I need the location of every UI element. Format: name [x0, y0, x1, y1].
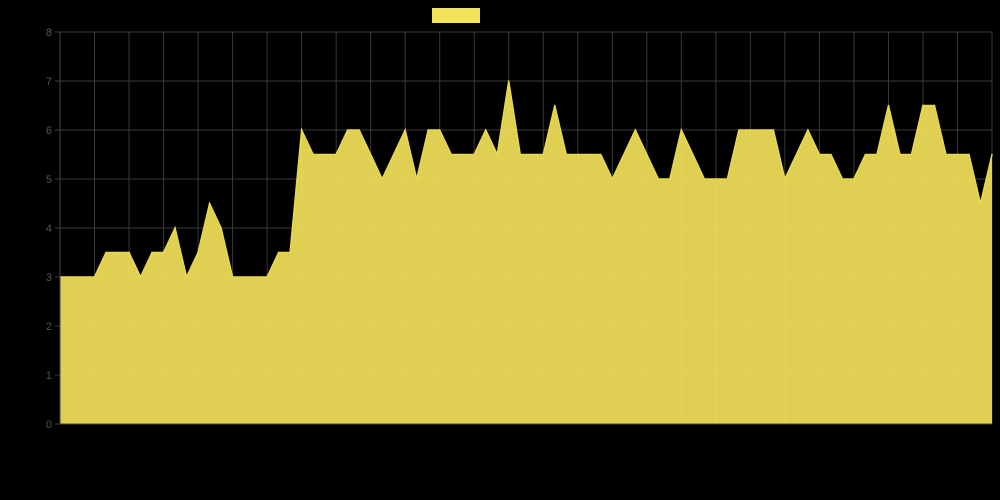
- data-point: [703, 178, 706, 180]
- data-point: [427, 129, 429, 131]
- y-tick-label: 3: [46, 272, 52, 284]
- data-point: [669, 178, 671, 180]
- legend-swatch: [432, 8, 480, 23]
- data-point: [346, 129, 349, 131]
- data-point: [542, 153, 545, 156]
- data-point: [623, 153, 625, 156]
- data-point: [162, 251, 165, 254]
- y-tick-label: 0: [46, 419, 52, 431]
- data-point: [830, 153, 832, 156]
- data-point: [692, 153, 694, 156]
- data-point: [220, 227, 222, 229]
- data-point: [553, 104, 556, 107]
- data-point: [128, 251, 130, 254]
- data-point: [369, 153, 372, 156]
- data-point: [415, 178, 418, 180]
- data-point: [70, 276, 73, 278]
- data-point: [507, 80, 510, 82]
- data-point: [611, 178, 614, 180]
- data-point: [853, 178, 855, 180]
- data-point: [358, 129, 360, 131]
- data-point: [738, 129, 740, 131]
- data-point: [473, 153, 476, 156]
- data-point: [139, 276, 142, 278]
- data-point: [576, 153, 579, 156]
- data-point: [726, 178, 729, 180]
- data-point: [392, 153, 395, 156]
- data-point: [404, 129, 406, 131]
- data-point: [461, 153, 464, 156]
- data-point: [289, 251, 291, 254]
- data-point: [634, 129, 637, 131]
- data-point: [784, 178, 786, 180]
- legend: [432, 8, 480, 23]
- data-point: [887, 104, 890, 107]
- data-point: [484, 129, 487, 131]
- data-point: [772, 129, 775, 131]
- data-point: [254, 276, 257, 278]
- data-point: [300, 129, 303, 131]
- data-point: [208, 202, 211, 205]
- data-point: [761, 129, 763, 131]
- data-point: [530, 153, 533, 156]
- y-tick-label: 7: [46, 76, 52, 88]
- data-point: [933, 104, 936, 107]
- data-point: [841, 178, 844, 180]
- data-point: [450, 153, 453, 156]
- data-point: [876, 153, 878, 156]
- data-point: [807, 129, 809, 131]
- data-point: [599, 153, 602, 156]
- data-point: [266, 276, 268, 278]
- data-point: [588, 153, 591, 156]
- data-point: [243, 276, 245, 278]
- y-tick-label: 2: [46, 321, 52, 333]
- data-point: [657, 178, 660, 180]
- data-point: [312, 153, 314, 156]
- data-point: [922, 104, 924, 107]
- data-point: [565, 153, 568, 156]
- y-tick-label: 6: [46, 125, 52, 137]
- data-point: [646, 153, 648, 156]
- data-point: [899, 153, 901, 156]
- data-point: [323, 153, 326, 156]
- data-point: [381, 178, 383, 180]
- data-point: [945, 153, 947, 156]
- data-point: [93, 276, 96, 278]
- data-point: [335, 153, 337, 156]
- data-point: [910, 153, 913, 156]
- y-tick-label: 8: [46, 27, 52, 39]
- data-point: [968, 153, 970, 156]
- data-point: [496, 153, 499, 156]
- data-point: [864, 153, 867, 156]
- data-point: [818, 153, 821, 156]
- data-point: [82, 276, 84, 278]
- data-point: [151, 251, 153, 254]
- data-point: [956, 153, 959, 156]
- y-tick-label: 5: [46, 174, 52, 186]
- data-point: [749, 129, 752, 131]
- series-line: [60, 80, 993, 280]
- area-fill: [60, 81, 992, 424]
- data-point: [105, 251, 107, 254]
- data-point: [680, 129, 683, 131]
- y-tick-label: 4: [46, 223, 52, 235]
- data-point: [231, 276, 234, 278]
- data-point: [519, 153, 522, 156]
- data-point: [174, 227, 176, 229]
- y-tick-label: 1: [46, 370, 52, 382]
- axes: 0 1 2 3 4 5 6 7 8: [46, 27, 992, 431]
- plot-area: [59, 80, 993, 424]
- data-point: [185, 276, 188, 278]
- data-point: [715, 178, 717, 180]
- data-point: [991, 153, 993, 156]
- data-point: [116, 251, 119, 254]
- data-point: [277, 251, 280, 254]
- data-point: [979, 202, 982, 205]
- data-point: [795, 153, 798, 156]
- data-point: [197, 251, 199, 254]
- data-point: [438, 129, 441, 131]
